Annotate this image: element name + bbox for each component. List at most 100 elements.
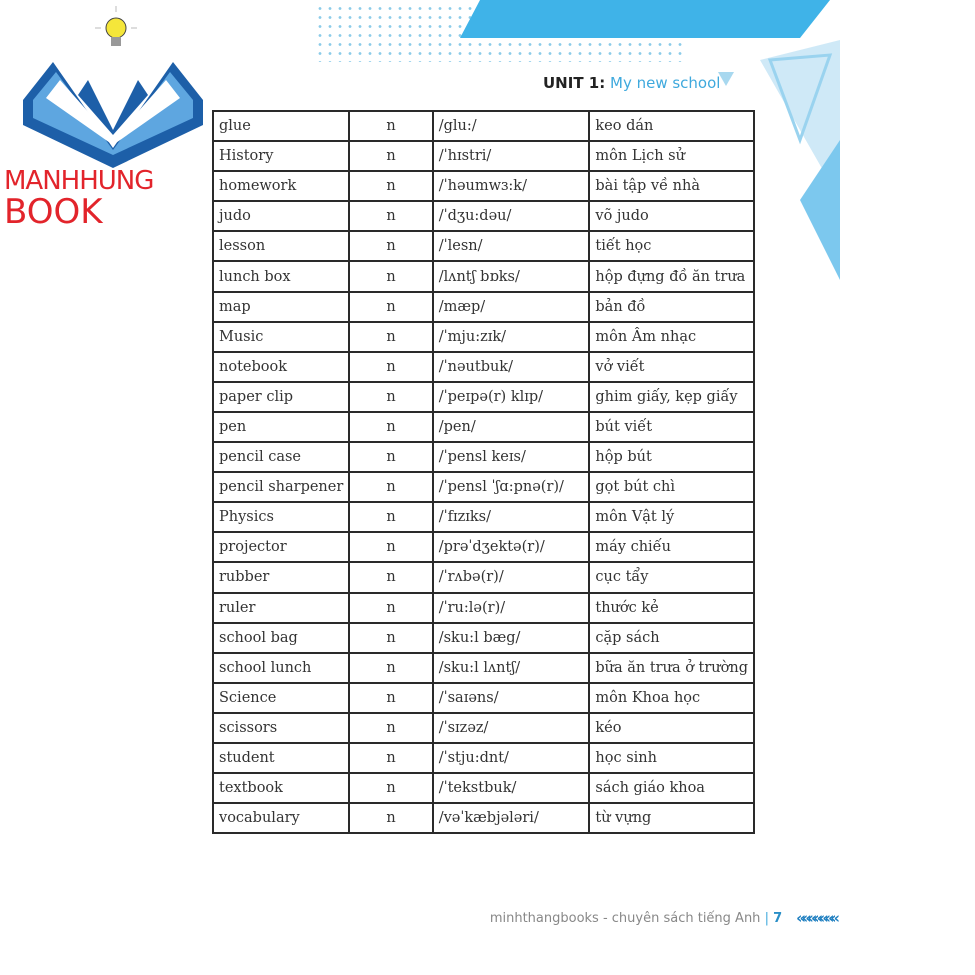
table-row: judo n/ˈdʒu:dəu/võ judo — [211, 200, 755, 233]
phonetic-cell: /ˈtekstbuk/ — [431, 772, 591, 805]
unit-label: UNIT 1: — [543, 74, 606, 92]
part-of-speech-cell: n — [348, 350, 434, 383]
word-cell: ruler — [211, 591, 351, 624]
part-of-speech-cell: n — [348, 109, 434, 143]
table-row: scissors n/ˈsɪzəz/kéo — [211, 711, 755, 744]
table-row: school bag n/sku:l bæg/cặp sách — [211, 621, 755, 654]
phonetic-cell: /ˈdʒu:dəu/ — [431, 200, 591, 233]
right-triangle-blue — [800, 140, 840, 280]
table-row: lunch box n/lʌntʃ bɒks/hộp đựng đồ ăn trư… — [211, 260, 755, 293]
table-row: student n/ˈstju:dnt/học sinh — [211, 741, 755, 775]
table-row: pencil sharpener n/ˈpensl ˈʃɑ:pnə(r)/gọt … — [211, 471, 755, 504]
word-cell: paper clip — [211, 380, 351, 413]
meaning-cell: bút viết — [588, 410, 755, 444]
part-of-speech-cell: n — [348, 140, 434, 173]
meaning-cell: kéo — [588, 711, 755, 744]
word-cell: Music — [211, 320, 351, 353]
phonetic-cell: /ˈpensl keɪs/ — [431, 441, 591, 474]
meaning-cell: sách giáo khoa — [588, 772, 755, 805]
part-of-speech-cell: n — [348, 471, 434, 504]
phonetic-cell: /ˈsaɪəns/ — [431, 681, 591, 714]
word-cell: projector — [211, 531, 351, 564]
footer-separator: | — [764, 910, 769, 926]
meaning-cell: hộp đựng đồ ăn trưa — [588, 260, 755, 293]
meaning-cell: môn Âm nhạc — [588, 320, 755, 353]
watermark-logo — [23, 6, 203, 168]
phonetic-cell: /lʌntʃ bɒks/ — [431, 260, 591, 293]
table-row: map n/mæp/bản đồ — [211, 290, 755, 323]
part-of-speech-cell: n — [348, 501, 434, 534]
table-row: Music n/ˈmju:zɪk/môn Âm nhạc — [211, 320, 755, 353]
word-cell: homework — [211, 170, 351, 203]
part-of-speech-cell: n — [348, 591, 434, 624]
table-row: textbook n/ˈtekstbuk/sách giáo khoa — [211, 772, 755, 805]
word-cell: lesson — [211, 230, 351, 263]
part-of-speech-cell: n — [348, 380, 434, 413]
unit-title: My new school — [610, 74, 721, 92]
part-of-speech-cell: n — [348, 561, 434, 594]
page-footer-row: minhthangbooks - chuyên sách tiếng Anh |… — [490, 909, 840, 927]
word-cell: pen — [211, 410, 351, 444]
table-row: paper clip n/ˈpeɪpə(r) klɪp/ghim giấy, kẹ… — [211, 380, 755, 413]
word-cell: lunch box — [211, 260, 351, 293]
phonetic-cell: /ˈpeɪpə(r) klɪp/ — [431, 380, 591, 413]
phonetic-cell: /glu:/ — [431, 109, 591, 143]
part-of-speech-cell: n — [348, 200, 434, 233]
phonetic-cell: /ˈpensl ˈʃɑ:pnə(r)/ — [431, 471, 591, 504]
page-footer: minhthangbooks - chuyên sách tiếng Anh |… — [490, 911, 782, 926]
phonetic-cell: /mæp/ — [431, 290, 591, 323]
meaning-cell: bài tập về nhà — [588, 170, 755, 203]
part-of-speech-cell: n — [348, 711, 434, 744]
part-of-speech-cell: n — [348, 290, 434, 323]
unit-triangle-icon — [718, 72, 734, 86]
word-cell: History — [211, 140, 351, 173]
table-row: rubber n/ˈrʌbə(r)/cục tẩy — [211, 561, 755, 594]
part-of-speech-cell: n — [348, 681, 434, 714]
phonetic-cell: /ˈru:lə(r)/ — [431, 591, 591, 624]
meaning-cell: hộp bút — [588, 441, 755, 474]
word-cell: school bag — [211, 621, 351, 654]
phonetic-cell: /prəˈdʒektə(r)/ — [431, 531, 591, 564]
part-of-speech-cell: n — [348, 441, 434, 474]
meaning-cell: môn Vật lý — [588, 501, 755, 534]
part-of-speech-cell: n — [348, 651, 434, 684]
vocabulary-table: glue n/glu:/keo dán History n/ˈhɪstri/môn L… — [211, 109, 755, 835]
watermark-brand: MANHHUNG BOOK — [4, 166, 154, 233]
top-banner-shape — [460, 0, 830, 38]
meaning-cell: keo dán — [588, 109, 755, 143]
meaning-cell: cục tẩy — [588, 561, 755, 594]
word-cell: notebook — [211, 350, 351, 383]
word-cell: pencil case — [211, 441, 351, 474]
meaning-cell: tiết học — [588, 230, 755, 263]
phonetic-cell: /ˈstju:dnt/ — [431, 741, 591, 775]
table-row: vocabulary n/vəˈkæbjələri/từ vựng — [211, 802, 755, 835]
table-row: notebook n/ˈnəutbuk/vở viết — [211, 350, 755, 383]
meaning-cell: từ vựng — [588, 802, 755, 835]
phonetic-cell: /ˈsɪzəz/ — [431, 711, 591, 744]
word-cell: glue — [211, 109, 351, 143]
word-cell: pencil sharpener — [211, 471, 351, 504]
table-row: Physics n/ˈfɪzɪks/môn Vật lý — [211, 501, 755, 534]
table-row: ruler n/ˈru:lə(r)/thước kẻ — [211, 591, 755, 624]
phonetic-cell: /ˈnəutbuk/ — [431, 350, 591, 383]
meaning-cell: thước kẻ — [588, 591, 755, 624]
brand-part2: BOOK — [4, 192, 103, 233]
part-of-speech-cell: n — [348, 531, 434, 564]
open-book-icon — [23, 62, 203, 168]
part-of-speech-cell: n — [348, 230, 434, 263]
word-cell: textbook — [211, 772, 351, 805]
table-row: History n/ˈhɪstri/môn Lịch sử — [211, 140, 755, 173]
phonetic-cell: /sku:l bæg/ — [431, 621, 591, 654]
chevrons-icon: ««««««« — [796, 909, 840, 927]
meaning-cell: cặp sách — [588, 621, 755, 654]
brand-part1: MANHHUNG — [4, 166, 154, 196]
meaning-cell: máy chiếu — [588, 531, 755, 564]
word-cell: vocabulary — [211, 802, 351, 835]
part-of-speech-cell: n — [348, 772, 434, 805]
phonetic-cell: /ˈlesn/ — [431, 230, 591, 263]
meaning-cell: võ judo — [588, 200, 755, 233]
part-of-speech-cell: n — [348, 741, 434, 775]
part-of-speech-cell: n — [348, 260, 434, 293]
table-row: pen n/pen/bút viết — [211, 410, 755, 444]
